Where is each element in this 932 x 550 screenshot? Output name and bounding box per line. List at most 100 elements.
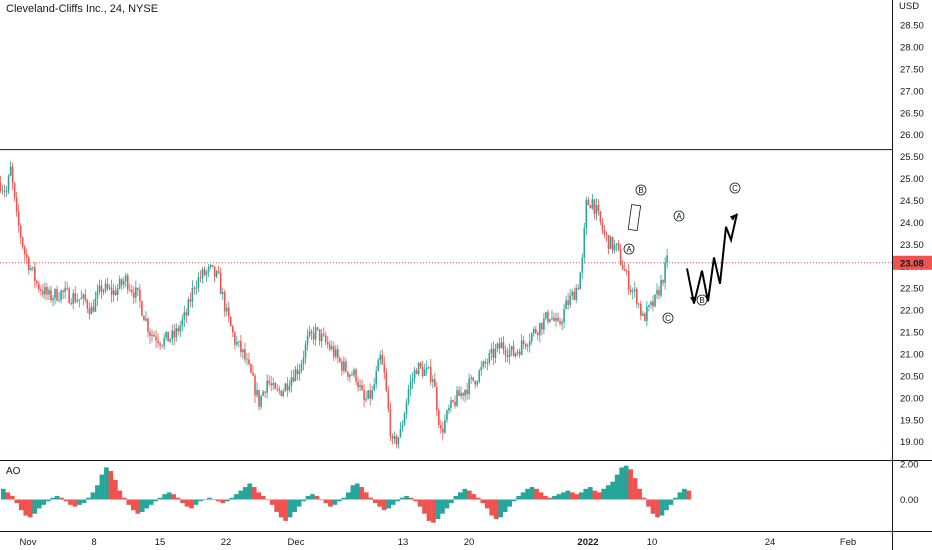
candle-body <box>516 351 519 354</box>
ao-bar <box>323 499 329 504</box>
candle-body <box>415 370 418 374</box>
wave-label-a: A <box>626 245 632 254</box>
candle-body <box>625 270 628 272</box>
candle-body <box>462 392 464 396</box>
ao-bar <box>614 474 620 500</box>
price-tick-label: 23.50 <box>900 240 924 251</box>
candle-body <box>324 335 327 343</box>
candle-body <box>80 297 83 300</box>
elliott-projection-path <box>686 213 738 304</box>
ao-bar <box>166 492 172 500</box>
ao-bar <box>225 499 230 502</box>
candle-body <box>567 300 569 305</box>
pattern-box <box>627 204 642 232</box>
ao-bar <box>650 499 656 514</box>
candle-body <box>387 390 390 409</box>
time-tick-label: 24 <box>765 537 776 548</box>
ao-bar <box>184 499 190 507</box>
candle-body <box>274 383 277 389</box>
candle-body <box>425 367 428 370</box>
candle-body <box>373 384 375 391</box>
candle-body <box>78 299 81 301</box>
candle-body <box>357 381 359 388</box>
candle-body <box>167 331 169 342</box>
ao-bar <box>27 499 33 518</box>
time-tick-label: Dec <box>288 537 305 548</box>
candle-body <box>308 331 311 336</box>
candle-body <box>646 306 648 322</box>
candle-body <box>644 313 646 322</box>
candle-body <box>82 294 85 298</box>
candle-body <box>456 390 458 406</box>
candle-body <box>276 388 279 390</box>
candle-body <box>409 381 412 389</box>
candle-body <box>351 374 353 376</box>
candle-body <box>278 388 281 391</box>
price-tick-label: 26.00 <box>900 130 924 141</box>
ao-bar <box>471 494 477 500</box>
candle-body <box>294 369 297 382</box>
ao-bar <box>677 492 683 500</box>
candle-body <box>135 287 137 298</box>
ao-bar <box>274 499 279 512</box>
candle-body <box>629 289 632 292</box>
ao-bar <box>547 497 553 500</box>
ao-bar <box>682 488 687 500</box>
wave-label-circle <box>729 182 741 194</box>
candle-body <box>36 281 38 284</box>
candle-body <box>133 292 135 298</box>
candle-body <box>446 410 448 421</box>
candle-body <box>205 271 208 275</box>
candle-body <box>128 289 131 291</box>
candle-body <box>11 166 14 184</box>
ao-tick-label: 2.00 <box>900 459 919 470</box>
candle-body <box>284 383 287 392</box>
ao-bar <box>113 479 118 500</box>
ao-bar <box>381 499 387 511</box>
candle-body <box>211 264 214 267</box>
candle-body <box>539 323 541 336</box>
candle-body <box>48 290 50 295</box>
candle-body <box>225 307 228 312</box>
candle-body <box>193 287 196 289</box>
ao-bar <box>14 499 20 504</box>
ao-bar <box>574 494 580 500</box>
wave-label-circle <box>662 312 674 324</box>
ao-bar <box>121 497 127 500</box>
candle-body <box>203 269 206 275</box>
candle-body <box>474 380 476 385</box>
candle-body <box>411 378 414 382</box>
candle-body <box>13 183 16 198</box>
wave-label-b: B <box>638 186 643 195</box>
time-tick-label: 15 <box>155 537 166 548</box>
ao-bar <box>18 499 24 511</box>
ao-bar <box>363 492 369 500</box>
ao-indicator-label: AO <box>6 466 21 477</box>
candle-body <box>58 299 60 301</box>
candle-body <box>589 205 592 209</box>
candle-body <box>254 375 256 396</box>
time-tick-label: Feb <box>840 537 856 548</box>
candle-body <box>102 290 105 293</box>
candle-body <box>322 333 325 336</box>
candle-body <box>599 211 602 223</box>
candle-body <box>116 288 119 296</box>
candle-body <box>601 222 604 231</box>
ao-bar <box>637 488 642 500</box>
price-tick-label: 22.00 <box>900 306 924 317</box>
candle-body <box>173 330 176 338</box>
candle-body <box>423 369 426 376</box>
ao-bar <box>242 487 248 500</box>
candle-body <box>54 288 56 299</box>
candle-body <box>490 348 493 353</box>
candle-body <box>288 386 291 391</box>
candle-body <box>88 308 91 315</box>
wave-label-circle <box>673 210 685 222</box>
price-tick-label: 25.00 <box>900 174 924 185</box>
candle-body <box>143 315 145 321</box>
candle-body <box>524 343 527 347</box>
ao-bar <box>570 492 575 500</box>
candle-body <box>318 329 321 342</box>
wave-label-b: B <box>699 296 704 305</box>
